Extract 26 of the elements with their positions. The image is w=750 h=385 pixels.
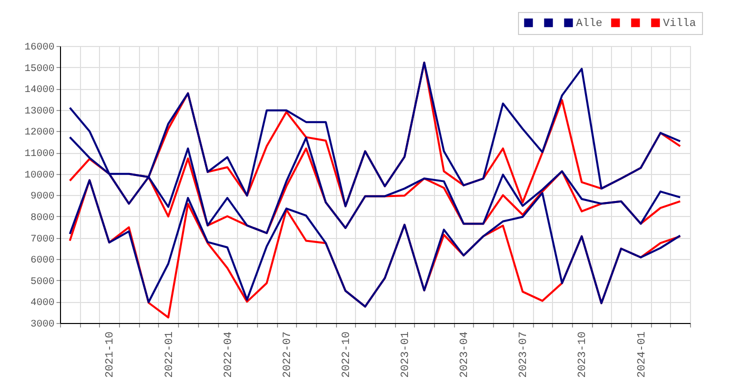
legend-label: Villa	[663, 18, 696, 30]
y-tick-label: 6000	[30, 256, 54, 267]
y-tick-label: 9000	[30, 192, 54, 203]
y-tick-label: 13000	[24, 106, 54, 118]
x-tick-label: 2022-07	[282, 332, 294, 378]
y-tick-label: 16000	[24, 42, 54, 54]
y-tick-label: 12000	[24, 128, 54, 139]
y-tick-label: 11000	[24, 149, 54, 160]
y-tick-label: 7000	[30, 234, 54, 246]
y-tick-label: 10000	[24, 170, 54, 182]
x-tick-label: 2022-04	[222, 331, 235, 378]
x-tick-label: 2022-01	[164, 331, 176, 378]
y-tick-label: 3000	[30, 320, 54, 330]
legend-label: Alle	[576, 18, 602, 30]
y-tick-label: 5000	[30, 276, 54, 288]
x-tick-label: 2022-10	[340, 332, 353, 378]
y-tick-label: 14000	[24, 85, 54, 96]
x-tick-label: 2023-04	[459, 331, 472, 378]
x-tick-label: 2021-10	[104, 332, 117, 378]
y-tick-label: 8000	[30, 212, 54, 224]
y-tick-label: 15000	[24, 64, 54, 75]
x-tick-label: 2023-10	[577, 332, 590, 378]
x-tick-label: 2023-07	[518, 332, 530, 378]
x-tick-label: 2023-01	[400, 331, 412, 378]
y-tick-label: 4000	[30, 298, 54, 310]
x-tick-label: 2024-01	[636, 331, 648, 378]
